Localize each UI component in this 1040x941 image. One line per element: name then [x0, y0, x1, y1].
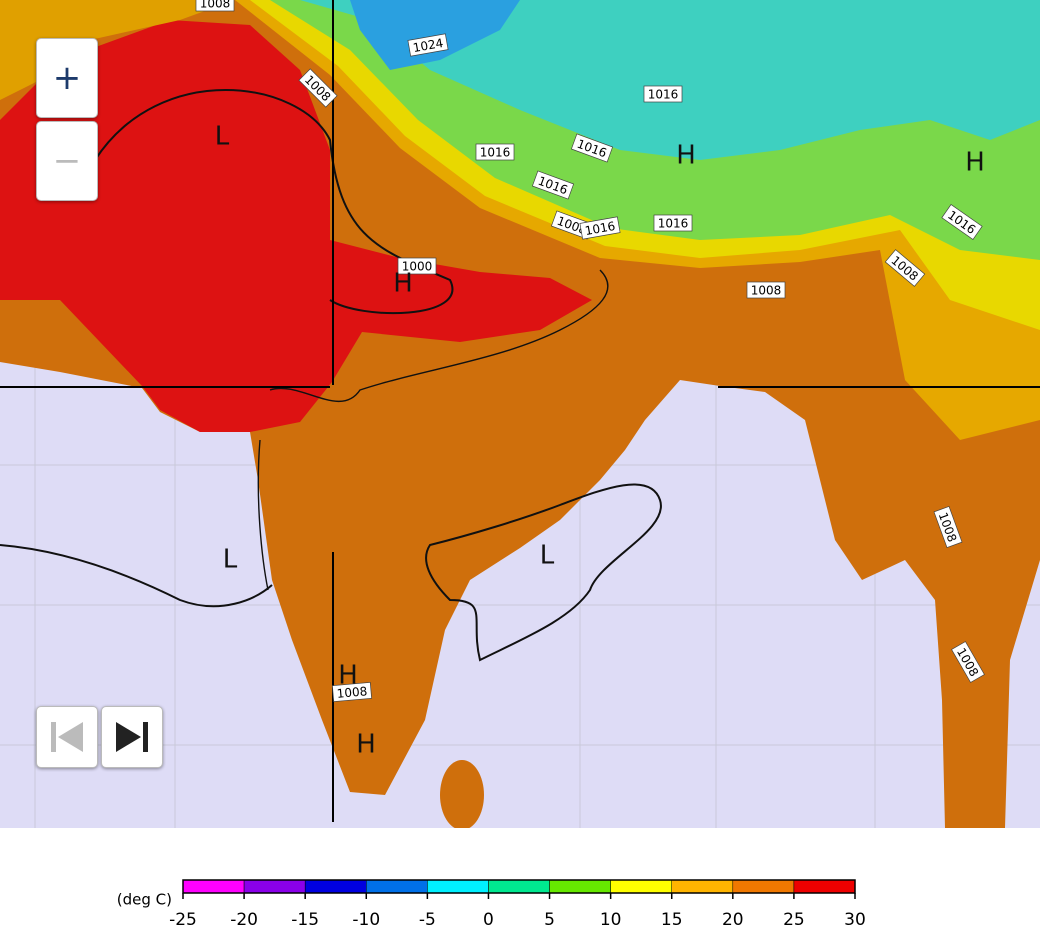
pressure-center: H	[338, 661, 358, 691]
isobar-label-text: 1016	[658, 217, 689, 231]
colorbar-segment	[793, 879, 856, 894]
colorbar-tick-label: 20	[722, 910, 744, 930]
isobar-label: 1008	[331, 681, 373, 703]
isobar-label: 1016	[643, 85, 683, 103]
isobar-label: 1008	[746, 281, 786, 299]
isobar-label: 1008	[195, 0, 235, 12]
colorbar-segment	[243, 879, 306, 894]
zoom-in-button[interactable]: +	[36, 38, 98, 118]
isobar-label: 1016	[475, 143, 515, 161]
colorbar-tick-label: 5	[544, 910, 555, 930]
pressure-center: H	[356, 730, 376, 760]
first-icon	[51, 722, 83, 752]
isobar-label: 1016	[653, 214, 693, 232]
colorbar-segment	[671, 879, 734, 894]
isobar-label-text: 1024	[412, 36, 445, 55]
colorbar-segment	[488, 879, 550, 894]
crosshair	[0, 0, 1040, 822]
isobar-label-box	[298, 68, 338, 108]
colorbar-tick-label: -10	[352, 910, 380, 930]
pressure-center: H	[393, 269, 413, 299]
isobar-label-box	[531, 170, 575, 200]
isobar-label-text: 1016	[480, 146, 511, 160]
isobar-label-box	[951, 641, 985, 683]
pressure-center: H	[965, 148, 985, 178]
colorbar-segment	[549, 879, 611, 894]
colorbar-segment	[610, 879, 672, 894]
colorbar-tick-label: 10	[600, 910, 622, 930]
isobar-label: 1024	[407, 33, 449, 57]
colorbar-tick-label: 25	[783, 910, 805, 930]
isobar-label: 1008	[884, 249, 926, 287]
colder-patch	[350, 0, 520, 70]
pressure-center: H	[676, 141, 696, 171]
cold-band	[300, 0, 1040, 160]
isobar-label-box	[746, 281, 786, 299]
hot-region	[0, 20, 592, 432]
colorbar-tick-label: 15	[661, 910, 683, 930]
isobar-label-text: 1008	[200, 0, 231, 11]
colorbar-segment	[732, 879, 795, 894]
isobar-label: 1000	[397, 257, 437, 275]
isobar-label-text: 1000	[402, 260, 433, 274]
pressure-center: L	[215, 122, 230, 152]
isobar-label-box	[475, 143, 515, 161]
zoom-out-button[interactable]: −	[36, 121, 98, 201]
sri-lanka	[440, 760, 484, 830]
colorbar-tick-label: -20	[230, 910, 258, 930]
isobar-label-box	[195, 0, 235, 12]
isobar-label: 1016	[579, 216, 621, 240]
colorbar-frame	[182, 879, 856, 894]
colorbar-tick-label: 30	[844, 910, 866, 930]
isobar-label-box	[407, 33, 449, 57]
isobar-label-box	[653, 214, 693, 232]
isobar-label-box	[331, 681, 373, 703]
isobar-label-box	[397, 257, 437, 275]
isobar-label-text: 1016	[584, 219, 617, 238]
isobar-label-text: 1008	[751, 284, 782, 298]
colorbar-segment	[366, 879, 428, 894]
isobar-label-box	[570, 133, 614, 163]
colorbar-segment	[304, 879, 367, 894]
colorbar-tick-label: 0	[483, 910, 494, 930]
isobar-label-text: 1008	[336, 684, 368, 701]
next-icon	[116, 722, 148, 752]
first-frame-button[interactable]	[36, 706, 98, 768]
colorbar-segment	[182, 879, 245, 894]
isobar-label-box	[643, 85, 683, 103]
isobar-label-box	[933, 505, 963, 549]
colorbar-tick-label: -15	[291, 910, 319, 930]
colorbar-tick-label: -25	[169, 910, 197, 930]
isobar-label-box	[884, 249, 926, 287]
colorbar-segment	[427, 879, 489, 894]
isobar-label-text: 1016	[648, 88, 679, 102]
pressure-center: L	[540, 541, 555, 571]
next-frame-button[interactable]	[101, 706, 163, 768]
pressure-center: L	[223, 545, 238, 575]
isobars	[0, 89, 662, 662]
west-warm	[0, 0, 235, 100]
colorbar-tick-label: -5	[419, 910, 436, 930]
isobar-label-box	[941, 204, 983, 240]
isobar-label-box	[579, 216, 621, 240]
legend-unit: (deg C)	[117, 891, 172, 909]
